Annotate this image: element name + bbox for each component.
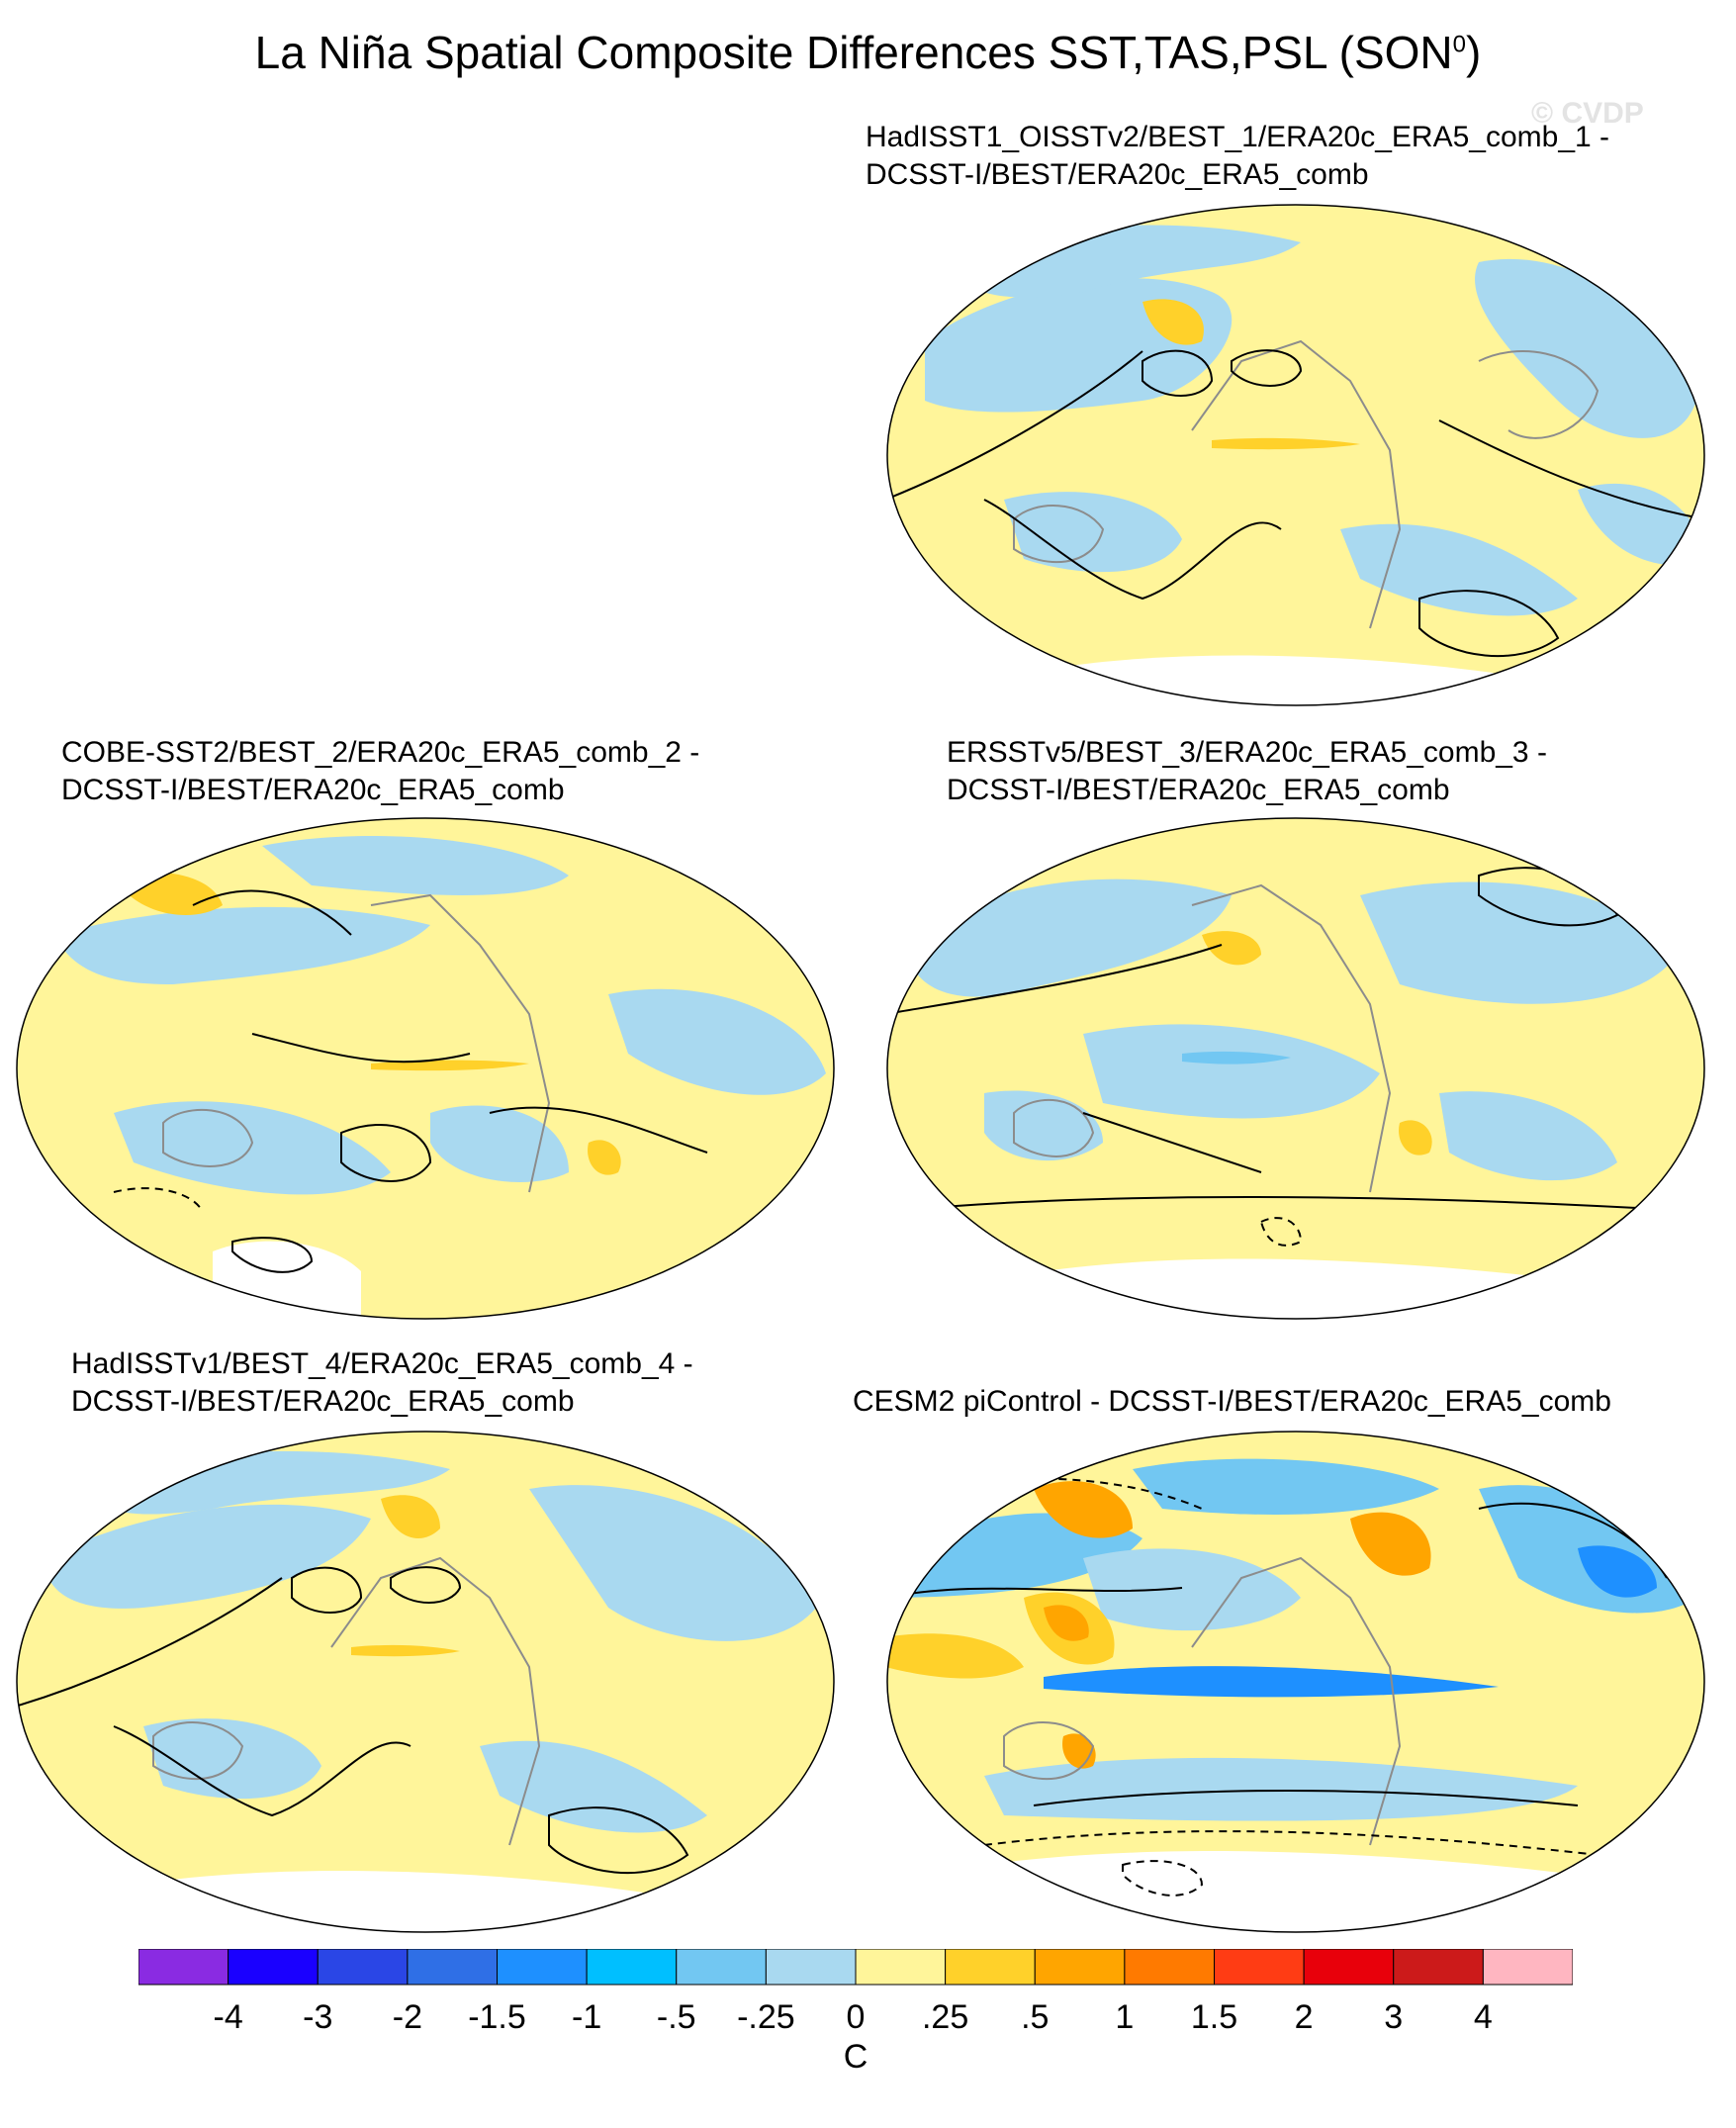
colorbar-swatch <box>1214 1948 1305 1986</box>
colorbar-swatch <box>765 1948 857 1986</box>
panel-1-title: HadISST1_OISSTv2/BEST_1/ERA20c_ERA5_comb… <box>866 121 1610 191</box>
colorbar-unit: C <box>844 2038 868 2076</box>
colorbar-swatch <box>497 1948 588 1986</box>
colorbar-tick-label: 2 <box>1295 1998 1314 2036</box>
colorbar-swatch <box>228 1948 319 1986</box>
colorbar-tick-label: -.5 <box>657 1998 696 2036</box>
colorbar: -4 -3 -2 -1.5 -1 -.5 -.25 0 .25 .5 1 1.5 2 3 4 C <box>137 1948 1574 2107</box>
colorbar-swatch <box>1482 1948 1574 1986</box>
colorbar-tick-label: -4 <box>214 1998 243 2036</box>
colorbar-swatch <box>317 1948 409 1986</box>
panel-1-map <box>885 203 1706 707</box>
colorbar-tick-label: 3 <box>1384 1998 1403 2036</box>
watermark: © CVDP <box>1531 97 1644 130</box>
colorbar-swatch <box>855 1948 947 1986</box>
colorbar-tick-label: -3 <box>303 1998 332 2036</box>
colorbar-swatch <box>1393 1948 1484 1986</box>
colorbar-tick-label: -1 <box>572 1998 601 2036</box>
panel-2-map <box>15 816 836 1321</box>
colorbar-swatch <box>137 1948 229 1986</box>
colorbar-swatch <box>1303 1948 1395 1986</box>
colorbar-tick-label: 4 <box>1474 1998 1493 2036</box>
panel-4-title: HadISSTv1/BEST_4/ERA20c_ERA5_comb_4 - DCS… <box>71 1347 693 1418</box>
colorbar-swatch <box>407 1948 498 1986</box>
colorbar-tick-label: 0 <box>847 1998 866 2036</box>
colorbar-tick-label: -1.5 <box>468 1998 526 2036</box>
colorbar-swatch <box>1034 1948 1126 1986</box>
panel-2-title: COBE-SST2/BEST_2/ERA20c_ERA5_comb_2 - DCS… <box>61 736 700 806</box>
colorbar-swatch <box>945 1948 1036 1986</box>
colorbar-swatch <box>1124 1948 1215 1986</box>
colorbar-tick-label: -.25 <box>737 1998 795 2036</box>
colorbar-tick-label: 1 <box>1115 1998 1134 2036</box>
colorbar-swatch <box>676 1948 767 1986</box>
colorbar-tick-label: 1.5 <box>1191 1998 1237 2036</box>
colorbar-tick-label: -2 <box>393 1998 422 2036</box>
colorbar-swatch <box>586 1948 678 1986</box>
colorbar-tick-label: .25 <box>922 1998 968 2036</box>
panel-5-map <box>885 1430 1706 1934</box>
panel-3-title: ERSSTv5/BEST_3/ERA20c_ERA5_comb_3 - DCSST… <box>947 736 1547 806</box>
panel-3-map <box>885 816 1706 1321</box>
panel-4-map <box>15 1430 836 1934</box>
figure-title: La Niña Spatial Composite Differences SS… <box>254 27 1482 78</box>
colorbar-tick-label: .5 <box>1021 1998 1049 2036</box>
panel-5-title: CESM2 piControl - DCSST-I/BEST/ERA20c_ER… <box>853 1385 1611 1418</box>
